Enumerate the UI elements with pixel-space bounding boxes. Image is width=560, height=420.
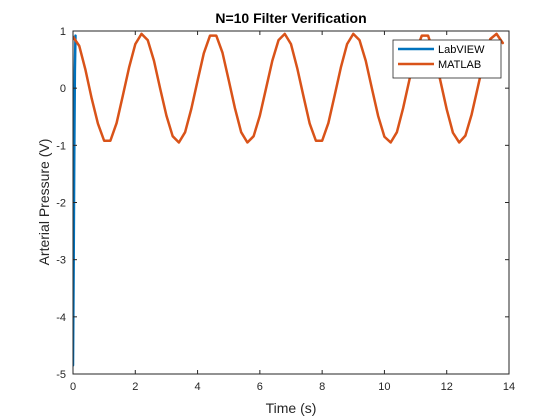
y-tick-label: -3	[56, 255, 66, 267]
y-tick-label: -4	[56, 312, 66, 324]
x-tick-label: 8	[319, 381, 325, 393]
chart-title: N=10 Filter Verification	[215, 10, 366, 26]
x-axis: 0 2 4 6 8 10 12 14	[70, 31, 515, 393]
x-tick-label: 2	[132, 381, 138, 393]
x-tick-label: 6	[257, 381, 263, 393]
y-tick-label: -5	[56, 369, 66, 381]
x-tick-label: 14	[503, 381, 515, 393]
plot-area	[73, 31, 509, 374]
plot-background	[73, 31, 509, 374]
y-tick-label: -2	[56, 198, 66, 210]
y-axis-label: Arterial Pressure (V)	[36, 139, 52, 266]
legend: LabVIEW MATLAB	[392, 39, 502, 79]
legend-label-labview: LabVIEW	[438, 44, 485, 56]
x-tick-label: 10	[378, 381, 390, 393]
y-axis: -5 -4 -3 -2 -1 0 1	[56, 26, 509, 381]
y-tick-label: -1	[56, 140, 66, 152]
x-tick-label: 0	[70, 381, 76, 393]
x-tick-label: 4	[195, 381, 201, 393]
y-tick-label: 1	[60, 26, 66, 38]
y-tick-label: 0	[60, 83, 66, 95]
x-tick-label: 12	[441, 381, 453, 393]
legend-box	[392, 39, 502, 79]
legend-label-matlab: MATLAB	[438, 59, 481, 71]
x-axis-label: Time (s)	[266, 400, 317, 416]
